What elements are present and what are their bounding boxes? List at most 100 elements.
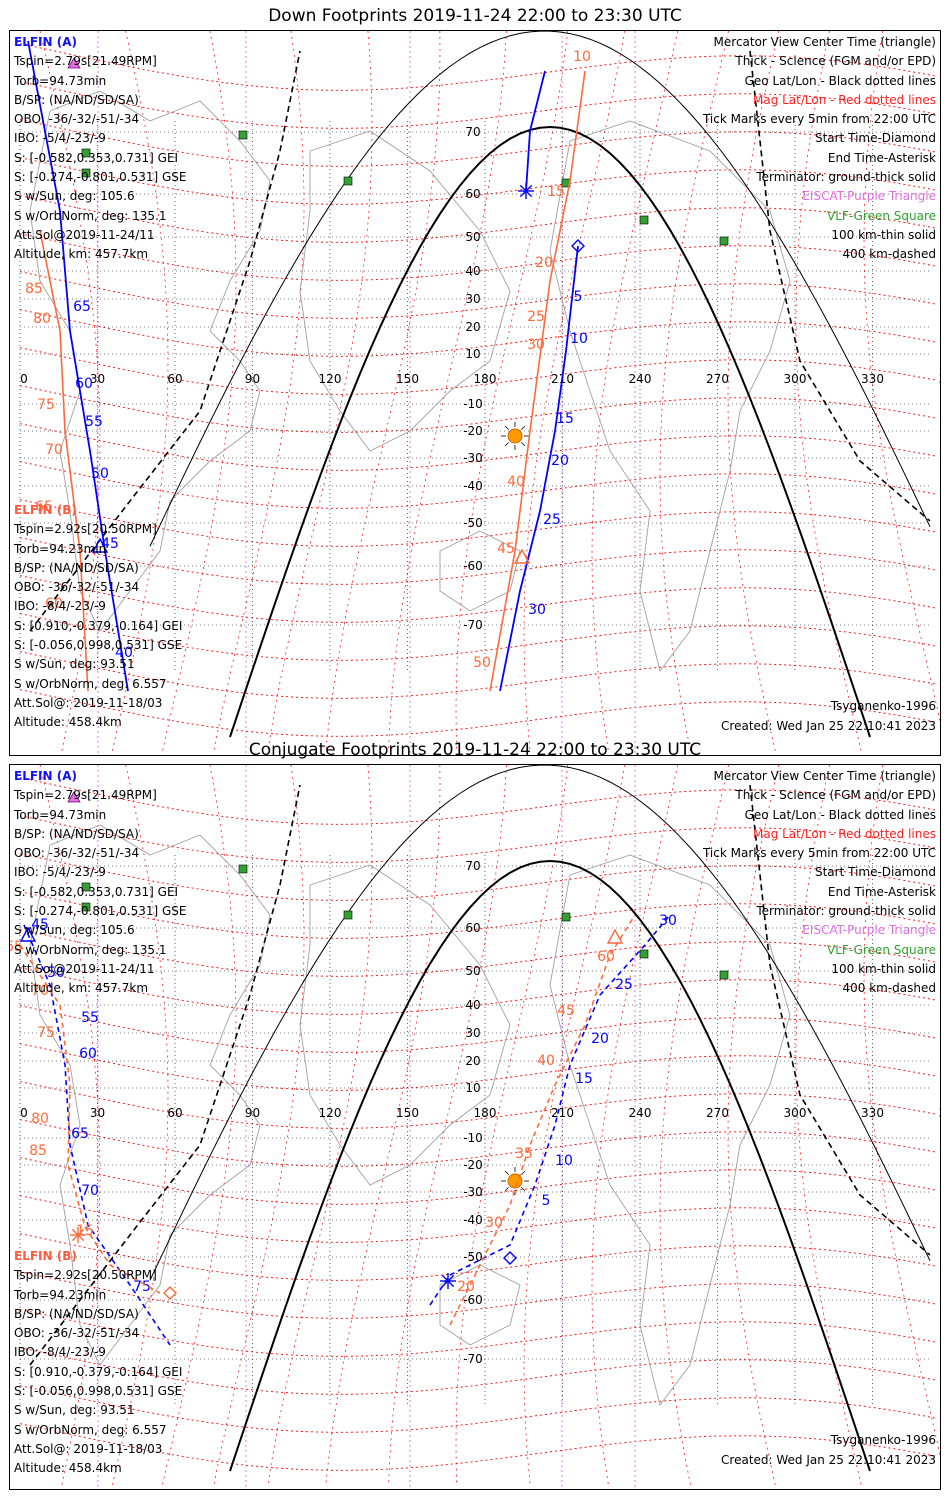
mag-lon-line — [863, 31, 940, 723]
elfin-a-tick-label: 50 — [91, 466, 109, 482]
legend-entry: Thick - Science (FGM and/or EPD) — [735, 788, 936, 803]
longitude-tick-label: 210 — [551, 1106, 574, 1120]
elfin-a-line: Altitude, km: 457.7km — [14, 247, 149, 262]
elfin-a-header: ELFIN (A) — [14, 35, 77, 49]
coastline — [549, 854, 791, 1407]
mag-lat-line — [19, 1195, 936, 1243]
latitude-tick-label: 60 — [465, 187, 480, 201]
mag-lat-line — [19, 613, 936, 661]
elfin-b-tick-label: 30 — [485, 1215, 503, 1231]
mag-lat-line — [19, 1119, 936, 1167]
longitude-tick-label: 300 — [784, 372, 807, 386]
created-timestamp: Created: Wed Jan 25 22:10:41 2023 — [721, 1453, 936, 1467]
mag-lat-line — [19, 271, 936, 319]
start-diamond-icon — [503, 1251, 517, 1265]
elfin-b-line: Altitude: 458.4km — [14, 1461, 122, 1476]
latitude-tick-label: -70 — [463, 618, 483, 632]
mag-lat-line — [19, 929, 936, 977]
latitude-tick-label: -60 — [463, 1293, 483, 1307]
mag-lat-line — [19, 777, 936, 825]
down-panel-title: Down Footprints 2019-11-24 22:00 to 23:3… — [268, 6, 682, 26]
down-footprints-map-panel: 0306090120150180210240270300330360102030… — [9, 30, 941, 756]
elfin-a-line: Att.Sol@2019-11-24/11 — [14, 227, 155, 242]
legend-entry: Thick - Science (FGM and/or EPD) — [735, 54, 936, 69]
mag-lat-line — [19, 195, 936, 243]
elfin-b-track — [489, 70, 586, 692]
elfin-b-line: S: [-0.056,0.998,0.531] GSE — [14, 1384, 183, 1399]
mag-lon-line — [267, 31, 373, 752]
start-diamond-icon — [163, 1286, 177, 1300]
legend-entry: End Time-Asterisk — [827, 884, 936, 899]
mag-lon-line — [659, 31, 729, 752]
mag-lon-line — [863, 765, 940, 1457]
elfin-a-track — [525, 70, 546, 192]
elfin-a-line: S: [-0.582,0.353,0.731] GEI — [14, 884, 179, 899]
elfin-a-line: OBO: -36/-32/-51/-34 — [14, 112, 140, 127]
mag-lat-line — [19, 1423, 936, 1471]
vlf-station-square — [719, 970, 729, 980]
elfin-a-tick-label: 65 — [71, 1126, 89, 1142]
elfin-a-tick-label: 5 — [542, 1193, 551, 1209]
longitude-tick-label: 120 — [319, 372, 342, 386]
legend-entry: Geo Lat/Lon - Black dotted lines — [744, 73, 936, 88]
center-triangle-icon — [19, 926, 37, 942]
mag-lat-line — [19, 815, 936, 863]
latitude-tick-label: 40 — [465, 264, 480, 278]
latitude-tick-label: -50 — [463, 516, 483, 530]
elfin-a-tick-label: 40 — [115, 645, 133, 661]
mag-lat-line — [19, 651, 936, 699]
eiscat-triangle-icon — [67, 791, 81, 803]
sun-ray — [521, 1170, 526, 1175]
vlf-station-square — [81, 882, 91, 892]
latitude-tick-label: -40 — [463, 479, 483, 493]
sun-ray — [504, 1170, 509, 1175]
elfin-a-header: ELFIN (A) — [14, 769, 77, 783]
latitude-tick-label: 70 — [465, 859, 480, 873]
elfin-b-line: Tspin=2.92s[20.50RPM] — [14, 1268, 157, 1283]
elfin-a-track — [23, 924, 171, 1346]
mag-lat-line — [19, 81, 936, 129]
vlf-station-square — [81, 168, 91, 178]
latitude-tick-label: 60 — [465, 921, 480, 935]
longitude-tick-label: 330 — [861, 1106, 884, 1120]
elfin-b-line: Tspin=2.92s[20.50RPM] — [14, 522, 157, 537]
legend-entry: Start Time-Diamond — [814, 131, 936, 146]
mag-lon-line — [388, 31, 507, 752]
elfin-b-line: IBO: -8/4/-23/-9 — [14, 1345, 106, 1360]
mag-lat-line — [19, 423, 936, 471]
elfin-a-line: S: [-0.582,0.353,0.731] GEI — [14, 150, 179, 165]
elfin-b-track — [19, 944, 161, 1294]
vlf-station-square — [719, 236, 729, 246]
elfin-a-line: IBO: -5/4/-23/-9 — [14, 131, 106, 146]
vlf-station-square — [81, 902, 91, 912]
elfin-a-line: Att.Sol@2019-11-24/11 — [14, 961, 155, 976]
terminator-100km-line — [149, 765, 931, 1281]
elfin-a-line: S w/Sun, deg: 105.6 — [14, 923, 135, 938]
elfin-a-tick-label: 60 — [79, 1046, 97, 1062]
coastline — [29, 824, 271, 1366]
elfin-b-line: S: [0.910,-0.379,-0.164] GEI — [14, 1364, 183, 1379]
elfin-a-tick-label: 30 — [659, 913, 677, 929]
end-asterisk-icon — [519, 184, 533, 198]
legend-entry: 400 km-dashed — [842, 247, 936, 262]
elfin-a-tick-label: 65 — [73, 299, 91, 315]
vlf-station-square — [639, 949, 649, 959]
down-footprints-map[interactable]: 0306090120150180210240270300330360102030… — [10, 31, 941, 756]
mag-lat-line — [19, 967, 936, 1015]
conjugate-panel-title: Conjugate Footprints 2019-11-24 22:00 to… — [248, 740, 702, 760]
eiscat-triangle-icon — [67, 57, 81, 69]
latitude-tick-label: -60 — [463, 559, 483, 573]
mag-lon-line — [455, 31, 569, 752]
legend-entry: Tick Marks every 5min from 22:00 UTC — [702, 846, 936, 861]
conjugate-footprints-map-panel: 0 30 60 90 120 150 180 210 240 270 300 330 360 10 20 30… — [9, 764, 941, 1490]
latitude-tick-label: -50 — [463, 1250, 483, 1264]
elfin-b-tick-label: 80 — [31, 1111, 49, 1127]
conjugate-footprints-map[interactable]: 0 30 60 90 120 150 180 210 240 270 300 330 360 10 20 30… — [10, 765, 941, 1490]
legend-entry: VLF-Green Square — [827, 942, 936, 957]
elfin-b-line: Att.Sol@: 2019-11-18/03 — [14, 695, 163, 710]
longitude-tick-label: 330 — [861, 372, 884, 386]
elfin-b-line: Att.Sol@: 2019-11-18/03 — [14, 1441, 163, 1456]
terminator-ground-line — [229, 859, 871, 1472]
map-legend: Mercator View Center Time (triangle) Thic… — [703, 767, 936, 999]
legend-entry: VLF-Green Square — [827, 208, 936, 223]
